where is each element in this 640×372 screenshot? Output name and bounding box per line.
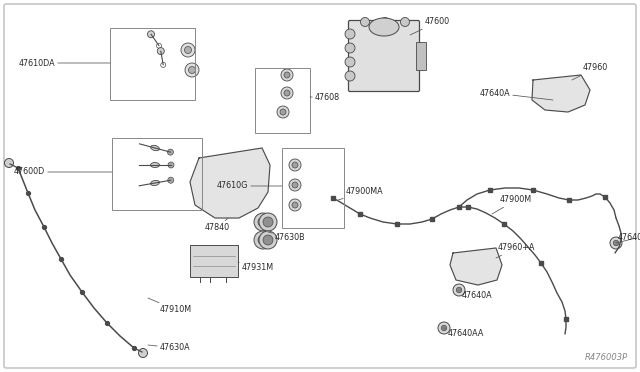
Text: 47931M: 47931M xyxy=(238,262,274,273)
Polygon shape xyxy=(532,75,590,112)
Ellipse shape xyxy=(150,163,159,167)
Bar xyxy=(416,42,426,70)
Circle shape xyxy=(138,349,147,357)
Circle shape xyxy=(453,284,465,296)
Circle shape xyxy=(259,231,277,249)
Text: 47960: 47960 xyxy=(572,64,608,80)
Circle shape xyxy=(610,237,622,249)
Text: 47900MA: 47900MA xyxy=(338,187,383,200)
Circle shape xyxy=(289,199,301,211)
Circle shape xyxy=(168,162,174,168)
Circle shape xyxy=(292,162,298,168)
Text: 47640A: 47640A xyxy=(459,290,493,299)
Circle shape xyxy=(225,195,235,205)
Text: 47960+A: 47960+A xyxy=(496,244,536,258)
Circle shape xyxy=(281,87,293,99)
Circle shape xyxy=(289,179,301,191)
Circle shape xyxy=(281,69,293,81)
Circle shape xyxy=(157,48,164,55)
Circle shape xyxy=(280,109,286,115)
Circle shape xyxy=(442,325,447,331)
Circle shape xyxy=(215,170,225,180)
Circle shape xyxy=(168,149,173,155)
Circle shape xyxy=(233,175,243,185)
FancyBboxPatch shape xyxy=(349,20,419,92)
Bar xyxy=(255,68,310,133)
Circle shape xyxy=(553,97,565,109)
Circle shape xyxy=(292,202,298,208)
Circle shape xyxy=(554,97,560,103)
Circle shape xyxy=(258,235,268,245)
Circle shape xyxy=(345,43,355,53)
Bar xyxy=(112,138,202,210)
Text: 47600D: 47600D xyxy=(13,167,112,176)
Circle shape xyxy=(345,29,355,39)
Circle shape xyxy=(613,240,619,246)
Bar xyxy=(282,148,344,228)
Circle shape xyxy=(185,63,199,77)
Ellipse shape xyxy=(150,180,159,186)
Circle shape xyxy=(381,17,390,26)
Polygon shape xyxy=(450,248,502,285)
Text: 47610DA: 47610DA xyxy=(19,58,110,67)
Text: 47630A: 47630A xyxy=(148,343,191,353)
Circle shape xyxy=(277,106,289,118)
Circle shape xyxy=(259,213,277,231)
Text: 47640AA: 47640AA xyxy=(444,328,484,337)
Circle shape xyxy=(254,213,272,231)
Circle shape xyxy=(168,177,173,183)
Circle shape xyxy=(4,158,13,167)
Polygon shape xyxy=(190,148,270,218)
Circle shape xyxy=(292,182,298,188)
Circle shape xyxy=(284,90,290,96)
Circle shape xyxy=(556,100,562,106)
Circle shape xyxy=(184,46,191,54)
Bar xyxy=(110,28,195,100)
Circle shape xyxy=(550,93,564,107)
Circle shape xyxy=(289,159,301,171)
Circle shape xyxy=(147,31,154,38)
Text: R476003P: R476003P xyxy=(585,353,628,362)
Text: 47840: 47840 xyxy=(205,218,230,232)
Text: 47640A: 47640A xyxy=(479,89,553,100)
Circle shape xyxy=(189,67,195,74)
Text: 47610G: 47610G xyxy=(216,182,282,190)
Bar xyxy=(190,245,238,277)
Text: 47900M: 47900M xyxy=(492,196,532,214)
Circle shape xyxy=(263,217,273,227)
Ellipse shape xyxy=(369,18,399,36)
Circle shape xyxy=(345,71,355,81)
Circle shape xyxy=(263,235,273,245)
Circle shape xyxy=(181,43,195,57)
Text: 47640AA: 47640AA xyxy=(616,234,640,243)
Text: 47600: 47600 xyxy=(410,17,450,35)
Text: 47608: 47608 xyxy=(310,93,340,102)
Ellipse shape xyxy=(150,145,159,151)
Circle shape xyxy=(360,17,369,26)
Circle shape xyxy=(345,57,355,67)
Circle shape xyxy=(243,165,253,175)
Circle shape xyxy=(284,72,290,78)
Text: 47630B: 47630B xyxy=(268,232,306,243)
Text: 47910M: 47910M xyxy=(148,298,192,314)
Circle shape xyxy=(258,217,268,227)
Circle shape xyxy=(254,231,272,249)
Circle shape xyxy=(401,17,410,26)
Circle shape xyxy=(456,287,461,293)
Circle shape xyxy=(438,322,450,334)
